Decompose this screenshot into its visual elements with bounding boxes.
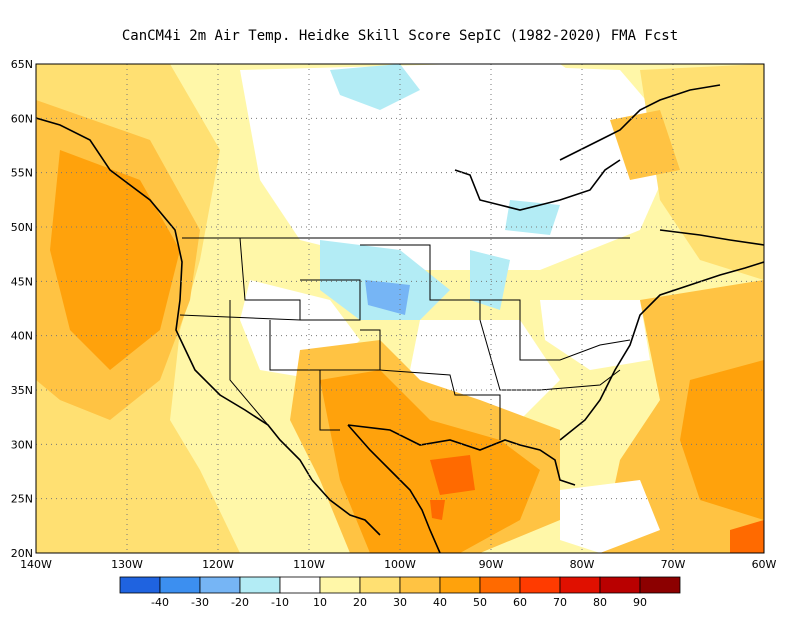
colorbar [119,576,681,594]
lat-label: 50N [11,221,33,234]
colorbar-label: 60 [513,596,527,609]
lon-label: 70W [661,558,686,571]
colorbar-swatch [399,576,441,594]
lat-label: 45N [11,275,33,288]
colorbar-label: -30 [191,596,209,609]
colorbar-swatch [439,576,481,594]
colorbar-swatch [639,576,681,594]
colorbar-label: 30 [393,596,407,609]
lat-label: 60N [11,112,33,125]
lat-label: 35N [11,384,33,397]
lon-label: 80W [570,558,595,571]
coastlines [36,84,764,553]
colorbar-label: 80 [593,596,607,609]
latitude-labels: 20N 25N 30N 35N 40N 45N 50N 55N 60N 65N [11,58,33,560]
colorbar-swatch [199,576,241,594]
colorbar-label: 10 [313,596,327,609]
colorbar-label: 90 [633,596,647,609]
longitude-labels: 140W 130W 120W 110W 100W 90W 80W 70W 60W [20,558,776,571]
map-title: CanCM4i 2m Air Temp. Heidke Skill Score … [121,28,679,44]
colorbar-label: 20 [353,596,367,609]
skill-field [36,64,764,553]
colorbar-label: -20 [231,596,249,609]
colorbar-label: 70 [553,596,567,609]
lat-label: 40N [11,330,33,343]
colorbar-swatch [159,576,201,594]
lon-label: 60W [752,558,777,571]
lat-label: 55N [11,167,33,180]
colorbar-label: 50 [473,596,487,609]
lon-label: 110W [293,558,325,571]
colorbar-label: -10 [271,596,289,609]
lon-label: 130W [111,558,143,571]
colorbar-swatch [119,576,161,594]
colorbar-label: 40 [433,596,447,609]
colorbar-swatch [239,576,281,594]
state-borders [179,237,631,440]
lat-label: 65N [11,58,33,71]
colorbar-swatch [599,576,641,594]
colorbar-swatch [559,576,601,594]
plot-frame [35,63,765,554]
colorbar-labels: -40 -30 -20 -10 10 20 30 40 50 60 70 80 90 [151,596,647,609]
lat-label: 20N [11,547,33,560]
lat-label: 30N [11,438,33,451]
colorbar-swatch [479,576,521,594]
colorbar-swatch [519,576,561,594]
colorbar-swatch [359,576,401,594]
lon-label: 90W [479,558,504,571]
lat-label: 25N [11,493,33,506]
lon-label: 100W [384,558,416,571]
colorbar-swatch [279,576,321,594]
lon-label: 120W [202,558,234,571]
lon-label: 140W [20,558,52,571]
colorbar-swatch [319,576,361,594]
colorbar-label: -40 [151,596,169,609]
